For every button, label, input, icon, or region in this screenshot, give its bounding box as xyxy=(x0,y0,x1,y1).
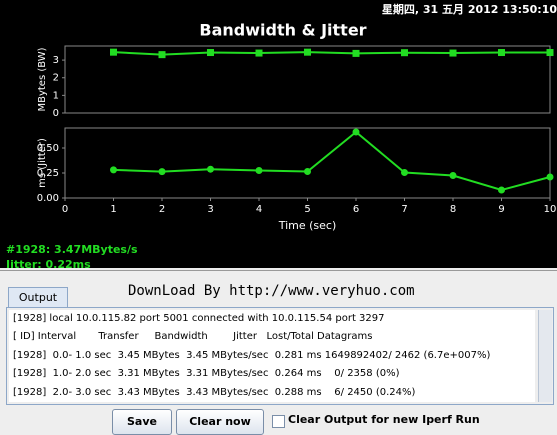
plot-frame xyxy=(64,45,551,114)
marker xyxy=(546,49,554,57)
chart-title: Bandwidth & Jitter xyxy=(199,21,366,40)
x-tick-label: 5 xyxy=(304,204,310,215)
output-line: [1928] local 10.0.115.82 port 5001 conne… xyxy=(13,313,385,324)
y-tick-label: 0.50 xyxy=(37,143,59,154)
x-tick-label: 1 xyxy=(110,204,116,215)
output-line: [1928] 0.0- 1.0 sec 3.45 MBytes 3.45 MBy… xyxy=(13,349,491,361)
output-line: [1928] 1.0- 2.0 sec 3.31 MBytes 3.31 MBy… xyxy=(13,368,400,380)
checkbox[interactable] xyxy=(272,415,285,428)
marker xyxy=(449,49,457,57)
marker xyxy=(449,172,457,179)
x-axis-label: Time (sec) xyxy=(278,219,337,232)
marker xyxy=(158,168,166,176)
output-line: [1928] 2.0- 3.0 sec 3.43 MBytes 3.43 MBy… xyxy=(13,386,416,398)
save-button[interactable]: Save xyxy=(112,409,172,435)
checkbox-label[interactable]: Clear Output for new Iperf Run xyxy=(288,413,480,426)
marker xyxy=(110,166,117,174)
y-tick-label: 1 xyxy=(53,90,59,101)
clear-button[interactable]: Clear now xyxy=(176,409,264,435)
marker xyxy=(352,49,360,57)
marker xyxy=(401,169,408,176)
jitter-status: Jitter: 0.22ms xyxy=(5,258,91,268)
marker xyxy=(255,167,263,174)
y-tick-label: 0.25 xyxy=(37,168,59,179)
output-tab[interactable]: Output xyxy=(8,287,68,308)
y-axis-label: MBytes (BW) xyxy=(37,47,48,111)
x-tick-label: 4 xyxy=(256,204,262,215)
chart-background xyxy=(0,0,557,268)
bandwidth-status: #1928: 3.47MBytes/s xyxy=(6,243,138,256)
x-tick-label: 6 xyxy=(353,204,359,215)
output-box: [1928] local 10.0.115.82 port 5001 conne… xyxy=(6,307,554,405)
x-tick-label: 10 xyxy=(544,204,557,215)
y-tick-label: 0 xyxy=(53,108,59,119)
marker xyxy=(110,48,117,56)
x-tick-label: 9 xyxy=(498,204,504,215)
output-line: [ ID] Interval Transfer Bandwidth Jitter… xyxy=(13,331,373,343)
chart-panel: 星期四, 31 五月 2012 13:50:10 Bandwidth & Jit… xyxy=(0,0,557,268)
marker xyxy=(255,49,263,57)
watermark: DownLoad By http://www.veryhuo.com xyxy=(128,283,415,299)
scrollbar[interactable] xyxy=(538,310,552,402)
x-tick-label: 3 xyxy=(207,204,213,215)
timestamp: 星期四, 31 五月 2012 13:50:10 xyxy=(382,2,557,16)
x-tick-label: 8 xyxy=(450,204,456,215)
marker xyxy=(401,49,408,57)
series-line xyxy=(113,130,551,192)
x-tick-label: 7 xyxy=(401,204,407,215)
marker xyxy=(352,128,360,136)
marker xyxy=(304,168,311,175)
marker xyxy=(158,51,166,59)
output-text: [1928] local 10.0.115.82 port 5001 conne… xyxy=(9,310,535,402)
y-tick-label: 2 xyxy=(53,73,59,84)
y-tick-label: 3 xyxy=(53,55,59,66)
y-tick-label: 0.00 xyxy=(37,193,59,204)
series-line xyxy=(113,51,550,56)
marker xyxy=(207,165,214,173)
x-tick-label: 0 xyxy=(62,204,68,215)
y-axis-label: ms (Jitter) xyxy=(37,138,48,188)
marker xyxy=(498,186,505,194)
marker xyxy=(498,49,505,57)
marker xyxy=(207,49,214,57)
x-tick-label: 2 xyxy=(159,204,165,215)
output-panel: Output DownLoad By http://www.veryhuo.co… xyxy=(0,270,557,435)
marker xyxy=(546,173,554,181)
marker xyxy=(304,48,311,56)
